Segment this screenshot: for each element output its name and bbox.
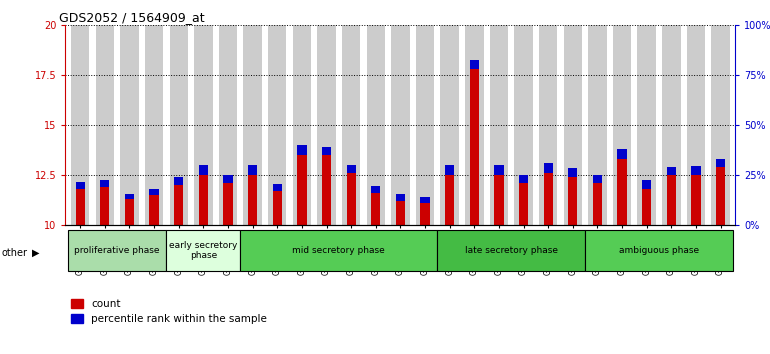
Text: early secretory
phase: early secretory phase xyxy=(169,241,238,260)
Bar xyxy=(297,155,306,225)
Bar xyxy=(317,25,336,225)
Bar xyxy=(585,230,733,271)
Bar xyxy=(593,183,602,225)
Bar xyxy=(519,183,528,225)
Text: proliferative phase: proliferative phase xyxy=(75,246,160,255)
Bar xyxy=(494,175,504,225)
Bar xyxy=(564,25,582,225)
Bar xyxy=(465,25,484,225)
Bar xyxy=(346,173,356,225)
Bar xyxy=(297,145,306,155)
Bar xyxy=(613,25,631,225)
Bar xyxy=(100,187,109,225)
Bar xyxy=(618,159,627,225)
Bar xyxy=(490,25,508,225)
Bar xyxy=(174,177,183,185)
Bar xyxy=(322,147,331,155)
Bar xyxy=(367,25,385,225)
Bar xyxy=(539,25,557,225)
Bar xyxy=(95,25,114,225)
Bar xyxy=(149,189,159,195)
Bar xyxy=(75,189,85,225)
Text: mid secretory phase: mid secretory phase xyxy=(293,246,385,255)
Bar xyxy=(166,230,240,271)
Bar xyxy=(268,25,286,225)
Bar xyxy=(371,193,380,225)
Bar xyxy=(322,155,331,225)
Bar xyxy=(396,194,405,201)
Bar xyxy=(642,181,651,189)
Bar xyxy=(588,25,607,225)
Bar xyxy=(342,25,360,225)
Bar xyxy=(125,199,134,225)
Text: ambiguous phase: ambiguous phase xyxy=(619,246,699,255)
Bar xyxy=(243,25,262,225)
Bar xyxy=(470,69,479,225)
Text: late secretory phase: late secretory phase xyxy=(465,246,557,255)
Bar xyxy=(544,163,553,173)
Bar xyxy=(145,25,163,225)
Text: other: other xyxy=(2,248,28,258)
Bar xyxy=(638,25,656,225)
Bar xyxy=(68,230,166,271)
Bar xyxy=(391,25,410,225)
Bar xyxy=(691,166,701,175)
Bar xyxy=(120,25,139,225)
Bar xyxy=(223,175,233,183)
Bar xyxy=(667,167,676,175)
Bar xyxy=(100,181,109,187)
Bar xyxy=(174,185,183,225)
Bar xyxy=(273,191,282,225)
Bar xyxy=(691,175,701,225)
Bar xyxy=(544,173,553,225)
Bar xyxy=(568,177,578,225)
Bar xyxy=(416,25,434,225)
Bar xyxy=(240,230,437,271)
Bar xyxy=(618,149,627,159)
Bar xyxy=(199,175,208,225)
Bar xyxy=(514,25,533,225)
Bar xyxy=(293,25,311,225)
Bar xyxy=(519,175,528,183)
Bar xyxy=(445,175,454,225)
Bar xyxy=(593,175,602,183)
Bar xyxy=(396,201,405,225)
Bar xyxy=(71,25,89,225)
Bar xyxy=(149,195,159,225)
Bar xyxy=(716,159,725,167)
Bar xyxy=(248,165,257,175)
Bar xyxy=(711,25,730,225)
Bar xyxy=(75,182,85,189)
Bar xyxy=(420,203,430,225)
Bar xyxy=(662,25,681,225)
Bar xyxy=(440,25,459,225)
Bar xyxy=(687,25,705,225)
Legend: count, percentile rank within the sample: count, percentile rank within the sample xyxy=(71,299,267,324)
Bar xyxy=(273,184,282,191)
Bar xyxy=(642,189,651,225)
Bar xyxy=(169,25,188,225)
Bar xyxy=(716,167,725,225)
Text: GDS2052 / 1564909_at: GDS2052 / 1564909_at xyxy=(59,11,204,24)
Bar xyxy=(470,61,479,69)
Bar xyxy=(420,198,430,203)
Bar xyxy=(125,194,134,199)
Bar xyxy=(248,175,257,225)
Text: ▶: ▶ xyxy=(32,248,40,258)
Bar xyxy=(346,165,356,173)
Bar xyxy=(437,230,585,271)
Bar xyxy=(199,165,208,175)
Bar xyxy=(568,169,578,177)
Bar xyxy=(219,25,237,225)
Bar xyxy=(194,25,213,225)
Bar xyxy=(667,175,676,225)
Bar xyxy=(223,183,233,225)
Bar xyxy=(445,165,454,175)
Bar xyxy=(494,165,504,175)
Bar xyxy=(371,187,380,193)
